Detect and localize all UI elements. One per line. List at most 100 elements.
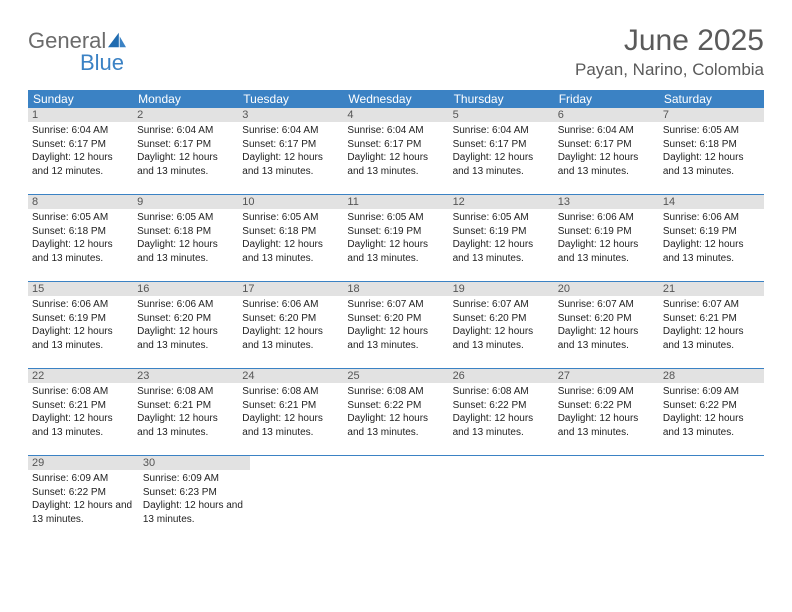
daylight-line: Daylight: 12 hours and 13 minutes. xyxy=(242,325,339,352)
week-row: 29Sunrise: 6:09 AMSunset: 6:22 PMDayligh… xyxy=(28,456,764,542)
day-number: 18 xyxy=(343,282,448,296)
day-cell: 21Sunrise: 6:07 AMSunset: 6:21 PMDayligh… xyxy=(659,282,764,368)
weeks-container: 1Sunrise: 6:04 AMSunset: 6:17 PMDaylight… xyxy=(28,108,764,542)
day-cell: 18Sunrise: 6:07 AMSunset: 6:20 PMDayligh… xyxy=(343,282,448,368)
sunset-line: Sunset: 6:20 PM xyxy=(242,312,339,326)
sunset-line: Sunset: 6:22 PM xyxy=(453,399,550,413)
sunset-line: Sunset: 6:22 PM xyxy=(32,486,135,500)
daylight-line: Daylight: 12 hours and 13 minutes. xyxy=(347,151,444,178)
sunrise-line: Sunrise: 6:04 AM xyxy=(137,124,234,138)
daylight-line: Daylight: 12 hours and 13 minutes. xyxy=(663,325,760,352)
empty-day-cell xyxy=(558,456,661,542)
daylight-line: Daylight: 12 hours and 13 minutes. xyxy=(137,412,234,439)
sunset-line: Sunset: 6:17 PM xyxy=(32,138,129,152)
sunrise-line: Sunrise: 6:04 AM xyxy=(453,124,550,138)
daylight-line: Daylight: 12 hours and 13 minutes. xyxy=(558,151,655,178)
sunset-line: Sunset: 6:17 PM xyxy=(137,138,234,152)
day-number: 5 xyxy=(449,108,554,122)
day-cell: 20Sunrise: 6:07 AMSunset: 6:20 PMDayligh… xyxy=(554,282,659,368)
sunset-line: Sunset: 6:22 PM xyxy=(347,399,444,413)
daylight-line: Daylight: 12 hours and 13 minutes. xyxy=(347,325,444,352)
daylight-line: Daylight: 12 hours and 13 minutes. xyxy=(32,499,135,526)
daylight-line: Daylight: 12 hours and 13 minutes. xyxy=(137,325,234,352)
sunset-line: Sunset: 6:19 PM xyxy=(32,312,129,326)
day-number: 12 xyxy=(449,195,554,209)
day-cell: 25Sunrise: 6:08 AMSunset: 6:22 PMDayligh… xyxy=(343,369,448,455)
sunrise-line: Sunrise: 6:04 AM xyxy=(347,124,444,138)
month-title: June 2025 xyxy=(575,24,764,58)
sunset-line: Sunset: 6:19 PM xyxy=(453,225,550,239)
sunrise-line: Sunrise: 6:04 AM xyxy=(558,124,655,138)
daylight-line: Daylight: 12 hours and 13 minutes. xyxy=(242,238,339,265)
sunrise-line: Sunrise: 6:08 AM xyxy=(347,385,444,399)
sunrise-line: Sunrise: 6:04 AM xyxy=(32,124,129,138)
sunrise-line: Sunrise: 6:06 AM xyxy=(663,211,760,225)
week-row: 1Sunrise: 6:04 AMSunset: 6:17 PMDaylight… xyxy=(28,108,764,195)
day-cell: 9Sunrise: 6:05 AMSunset: 6:18 PMDaylight… xyxy=(133,195,238,281)
day-cell: 17Sunrise: 6:06 AMSunset: 6:20 PMDayligh… xyxy=(238,282,343,368)
sunrise-line: Sunrise: 6:08 AM xyxy=(242,385,339,399)
sunrise-line: Sunrise: 6:06 AM xyxy=(558,211,655,225)
logo-word2: Blue xyxy=(80,50,128,76)
day-number: 22 xyxy=(28,369,133,383)
daylight-line: Daylight: 12 hours and 13 minutes. xyxy=(558,412,655,439)
sunset-line: Sunset: 6:21 PM xyxy=(137,399,234,413)
day-cell: 14Sunrise: 6:06 AMSunset: 6:19 PMDayligh… xyxy=(659,195,764,281)
weekday-header: Sunday xyxy=(28,90,133,108)
day-number: 19 xyxy=(449,282,554,296)
day-cell: 12Sunrise: 6:05 AMSunset: 6:19 PMDayligh… xyxy=(449,195,554,281)
sunrise-line: Sunrise: 6:06 AM xyxy=(137,298,234,312)
weekday-header: Friday xyxy=(554,90,659,108)
day-number: 16 xyxy=(133,282,238,296)
sunset-line: Sunset: 6:17 PM xyxy=(347,138,444,152)
daylight-line: Daylight: 12 hours and 13 minutes. xyxy=(347,238,444,265)
sunrise-line: Sunrise: 6:06 AM xyxy=(242,298,339,312)
day-cell: 3Sunrise: 6:04 AMSunset: 6:17 PMDaylight… xyxy=(238,108,343,194)
sunset-line: Sunset: 6:20 PM xyxy=(137,312,234,326)
daylight-line: Daylight: 12 hours and 13 minutes. xyxy=(453,151,550,178)
daylight-line: Daylight: 12 hours and 13 minutes. xyxy=(242,412,339,439)
weekday-header: Wednesday xyxy=(343,90,448,108)
sunrise-line: Sunrise: 6:05 AM xyxy=(663,124,760,138)
day-number: 20 xyxy=(554,282,659,296)
day-cell: 10 Sunrise: 6:05 AMSunset: 6:18 PMDayligh… xyxy=(238,195,343,281)
day-cell: 19Sunrise: 6:07 AMSunset: 6:20 PMDayligh… xyxy=(449,282,554,368)
day-cell: 28Sunrise: 6:09 AMSunset: 6:22 PMDayligh… xyxy=(659,369,764,455)
daylight-line: Daylight: 12 hours and 13 minutes. xyxy=(453,325,550,352)
sunrise-line: Sunrise: 6:05 AM xyxy=(242,211,339,225)
day-number: 4 xyxy=(343,108,448,122)
day-number: 11 xyxy=(343,195,448,209)
calendar-grid: SundayMondayTuesdayWednesdayThursdayFrid… xyxy=(28,90,764,542)
daylight-line: Daylight: 12 hours and 13 minutes. xyxy=(137,238,234,265)
day-number: 10 xyxy=(238,195,343,209)
daylight-line: Daylight: 12 hours and 13 minutes. xyxy=(32,412,129,439)
daylight-line: Daylight: 12 hours and 13 minutes. xyxy=(558,238,655,265)
day-cell: 30Sunrise: 6:09 AMSunset: 6:23 PMDayligh… xyxy=(139,456,250,542)
day-cell: 5Sunrise: 6:04 AMSunset: 6:17 PMDaylight… xyxy=(449,108,554,194)
day-cell: 16 Sunrise: 6:06 AMSunset: 6:20 PMDayligh… xyxy=(133,282,238,368)
day-cell: 7Sunrise: 6:05 AMSunset: 6:18 PMDaylight… xyxy=(659,108,764,194)
weekday-header: Monday xyxy=(133,90,238,108)
weekday-header-row: SundayMondayTuesdayWednesdayThursdayFrid… xyxy=(28,90,764,108)
week-row: 22Sunrise: 6:08 AMSunset: 6:21 PMDayligh… xyxy=(28,369,764,456)
sunrise-line: Sunrise: 6:09 AM xyxy=(558,385,655,399)
sunset-line: Sunset: 6:18 PM xyxy=(242,225,339,239)
sunrise-line: Sunrise: 6:08 AM xyxy=(32,385,129,399)
sunset-line: Sunset: 6:22 PM xyxy=(663,399,760,413)
location-text: Payan, Narino, Colombia xyxy=(575,60,764,80)
daylight-line: Daylight: 12 hours and 13 minutes. xyxy=(558,325,655,352)
weekday-header: Thursday xyxy=(449,90,554,108)
day-cell: 11Sunrise: 6:05 AMSunset: 6:19 PMDayligh… xyxy=(343,195,448,281)
day-number: 29 xyxy=(28,456,139,470)
empty-day-cell xyxy=(661,456,764,542)
sunset-line: Sunset: 6:18 PM xyxy=(663,138,760,152)
sunrise-line: Sunrise: 6:09 AM xyxy=(32,472,135,486)
day-cell: 6Sunrise: 6:04 AMSunset: 6:17 PMDaylight… xyxy=(554,108,659,194)
day-number: 25 xyxy=(343,369,448,383)
sunset-line: Sunset: 6:21 PM xyxy=(242,399,339,413)
daylight-line: Daylight: 12 hours and 13 minutes. xyxy=(663,151,760,178)
day-cell: 26Sunrise: 6:08 AMSunset: 6:22 PMDayligh… xyxy=(449,369,554,455)
sunrise-line: Sunrise: 6:07 AM xyxy=(453,298,550,312)
daylight-line: Daylight: 12 hours and 13 minutes. xyxy=(143,499,246,526)
empty-day-cell xyxy=(250,456,353,542)
